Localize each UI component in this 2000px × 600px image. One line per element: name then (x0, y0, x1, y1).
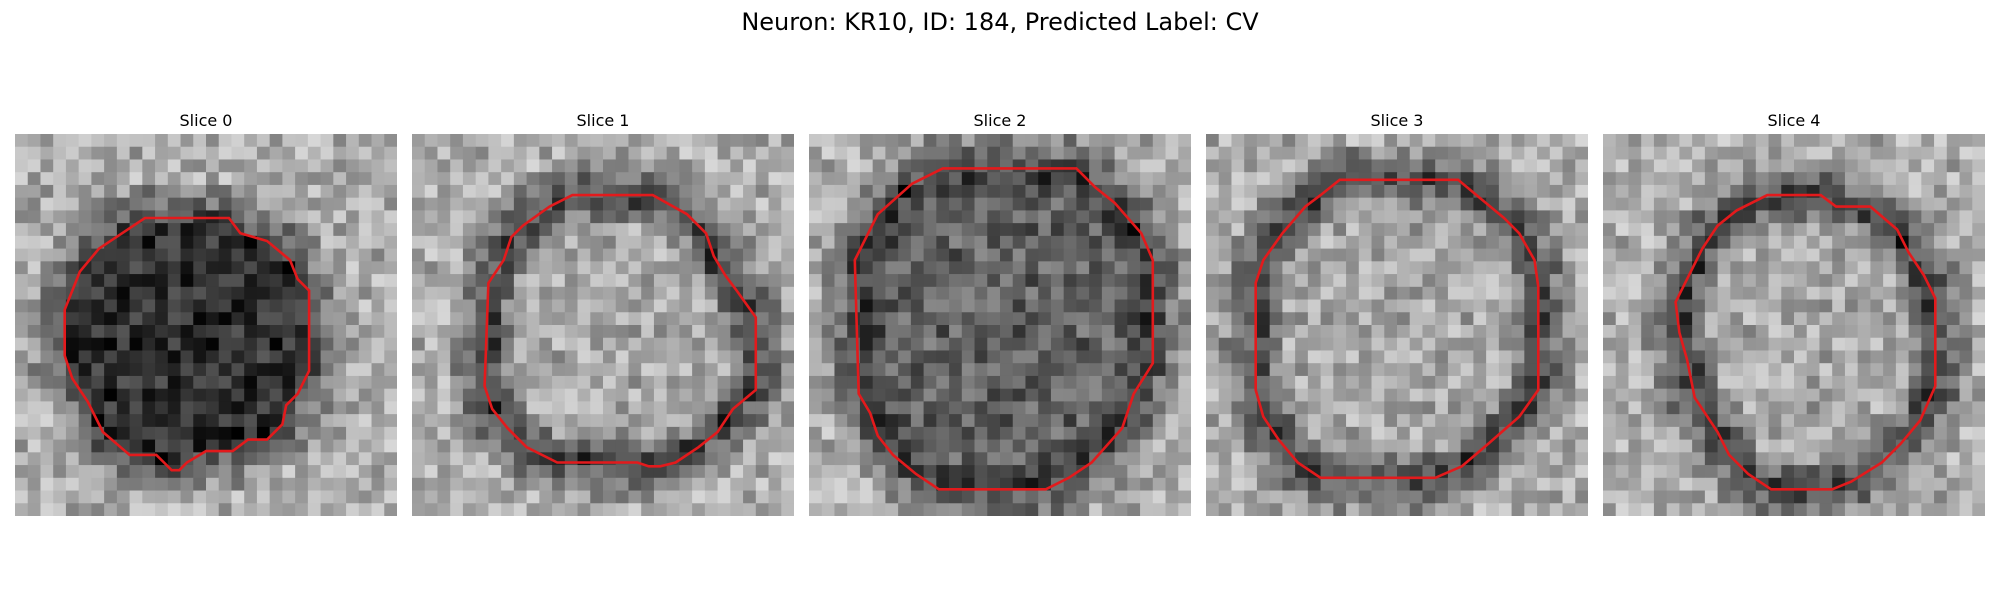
slice-title: Slice 0 (179, 111, 233, 130)
slice-image (809, 134, 1191, 516)
pixel-grid (809, 134, 1191, 516)
pixel-grid (15, 134, 397, 516)
slice-title: Slice 4 (1767, 111, 1821, 130)
neuron-contour (483, 193, 758, 468)
slice-panel-2: Slice 2 (809, 108, 1191, 516)
slice-panel-3: Slice 3 (1206, 108, 1588, 516)
slice-panel-1: Slice 1 (412, 108, 794, 516)
slice-panel-4: Slice 4 (1603, 108, 1985, 516)
pixel-grid (1603, 134, 1985, 516)
slice-title: Slice 1 (576, 111, 630, 130)
slice-image (1206, 134, 1588, 516)
pixel-grid (412, 134, 794, 516)
slice-image (412, 134, 794, 516)
neuron-contour (63, 216, 311, 472)
slice-panel-0: Slice 0 (15, 108, 397, 516)
slice-title: Slice 2 (973, 111, 1027, 130)
slice-image (1603, 134, 1985, 516)
neuron-contour (853, 167, 1155, 491)
pixel-grid (1206, 134, 1588, 516)
slice-title: Slice 3 (1370, 111, 1424, 130)
figure-title: Neuron: KR10, ID: 184, Predicted Label: … (741, 8, 1259, 36)
neuron-contour (1254, 178, 1540, 480)
slice-image (15, 134, 397, 516)
neuron-contour (1674, 193, 1937, 491)
